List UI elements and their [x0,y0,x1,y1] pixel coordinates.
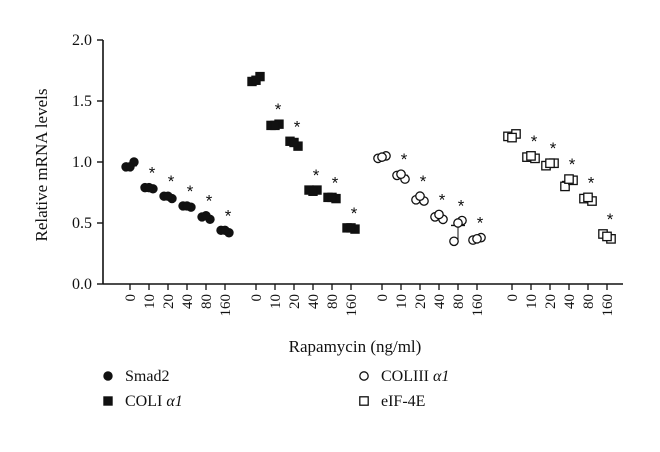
significance-star: * [477,214,484,233]
legend-label: COLIII α1 [381,368,449,385]
significance-star: * [149,164,156,183]
significance-star: * [225,206,232,225]
significance-star: * [531,132,538,151]
significance-star: * [294,117,301,136]
significance-star: * [439,190,446,209]
significance-star: * [550,139,557,158]
legend-label: Smad2 [125,368,169,385]
significance-star: * [313,166,320,185]
legend-item: Smad2 [103,368,169,385]
data-points [121,71,616,247]
axes [97,39,623,290]
data-point [377,152,387,162]
x-tick-label: 160 [344,294,360,317]
legend-marker [359,396,369,406]
x-tick-label: 20 [287,294,303,309]
x-tick-label: 10 [524,294,540,309]
data-point [453,218,463,228]
data-point [251,75,261,85]
x-tick-label: 0 [505,294,521,302]
x-tick-label: 20 [161,294,177,309]
significance-star: * [275,100,282,119]
significance-star: * [187,182,194,201]
legend-item: eIF-4E [359,393,425,410]
data-point [415,191,425,202]
data-point [182,201,192,211]
data-point [564,174,574,184]
x-tick-label: 40 [180,294,196,309]
data-point [449,236,459,247]
legend-marker [103,396,113,406]
significance-star: * [206,192,213,211]
data-point [346,223,356,233]
data-point [472,234,482,244]
data-point [289,137,299,148]
data-point [125,162,135,172]
data-point [545,158,555,169]
tick-labels: 0.00.51.01.52.00 10 20 40 80 160 0 10 20 40 80 160 0… [72,32,616,317]
significance-star: * [607,210,614,229]
data-point [220,225,230,236]
x-tick-label: 20 [413,294,429,309]
data-point [308,186,318,196]
significance-star: * [351,204,358,223]
data-point [583,192,593,203]
y-axis-title: Relative mRNA levels [32,89,51,242]
y-tick-label: 1.0 [72,154,92,171]
x-tick-label: 10 [394,294,410,309]
y-tick-label: 2.0 [72,32,92,49]
x-tick-label: 80 [199,294,215,309]
significance-star: * [168,172,175,191]
significance-star: * [458,197,465,216]
data-point [507,132,517,143]
data-point [434,209,444,220]
significance-star: * [332,173,339,192]
significance-markers: * * * * * * * * * * * * * * * * * * * * [149,100,614,232]
legend-marker [103,371,113,381]
legend-label: eIF-4E [381,393,425,410]
x-tick-label: 40 [306,294,322,309]
x-tick-label: 80 [451,294,467,309]
x-axis-title: Rapamycin (ng/ml) [289,337,422,356]
data-point [602,231,612,242]
x-tick-label: 80 [325,294,341,309]
y-tick-label: 0.0 [72,276,92,293]
x-tick-label: 40 [562,294,578,309]
x-tick-label: 0 [123,294,139,302]
significance-star: * [569,155,576,174]
data-point [201,210,211,221]
legend-item: COLIII α1 [359,368,449,385]
significance-star: * [588,173,595,192]
y-tick-label: 0.5 [72,215,92,232]
data-point [270,120,280,131]
y-tick-label: 1.5 [72,93,92,110]
data-point [327,192,337,203]
x-tick-label: 160 [600,294,616,317]
x-tick-label: 0 [375,294,391,302]
x-tick-label: 40 [432,294,448,309]
data-point [396,169,406,180]
data-point [144,182,154,193]
data-point [163,191,173,201]
x-tick-label: 160 [218,294,234,317]
x-tick-label: 0 [249,294,265,302]
x-tick-label: 80 [581,294,597,309]
x-tick-label: 20 [543,294,559,309]
significance-star: * [420,172,427,191]
x-tick-label: 10 [268,294,284,309]
x-tick-label: 160 [470,294,486,317]
x-tick-label: 10 [142,294,158,309]
legend-marker [359,371,369,381]
data-point [526,151,536,161]
significance-star: * [401,150,408,169]
legend-label: COLI α1 [125,393,183,410]
legend: Smad2 COLI α1 COLIII α1 eIF-4E [103,368,449,410]
legend-item: COLI α1 [103,393,183,410]
